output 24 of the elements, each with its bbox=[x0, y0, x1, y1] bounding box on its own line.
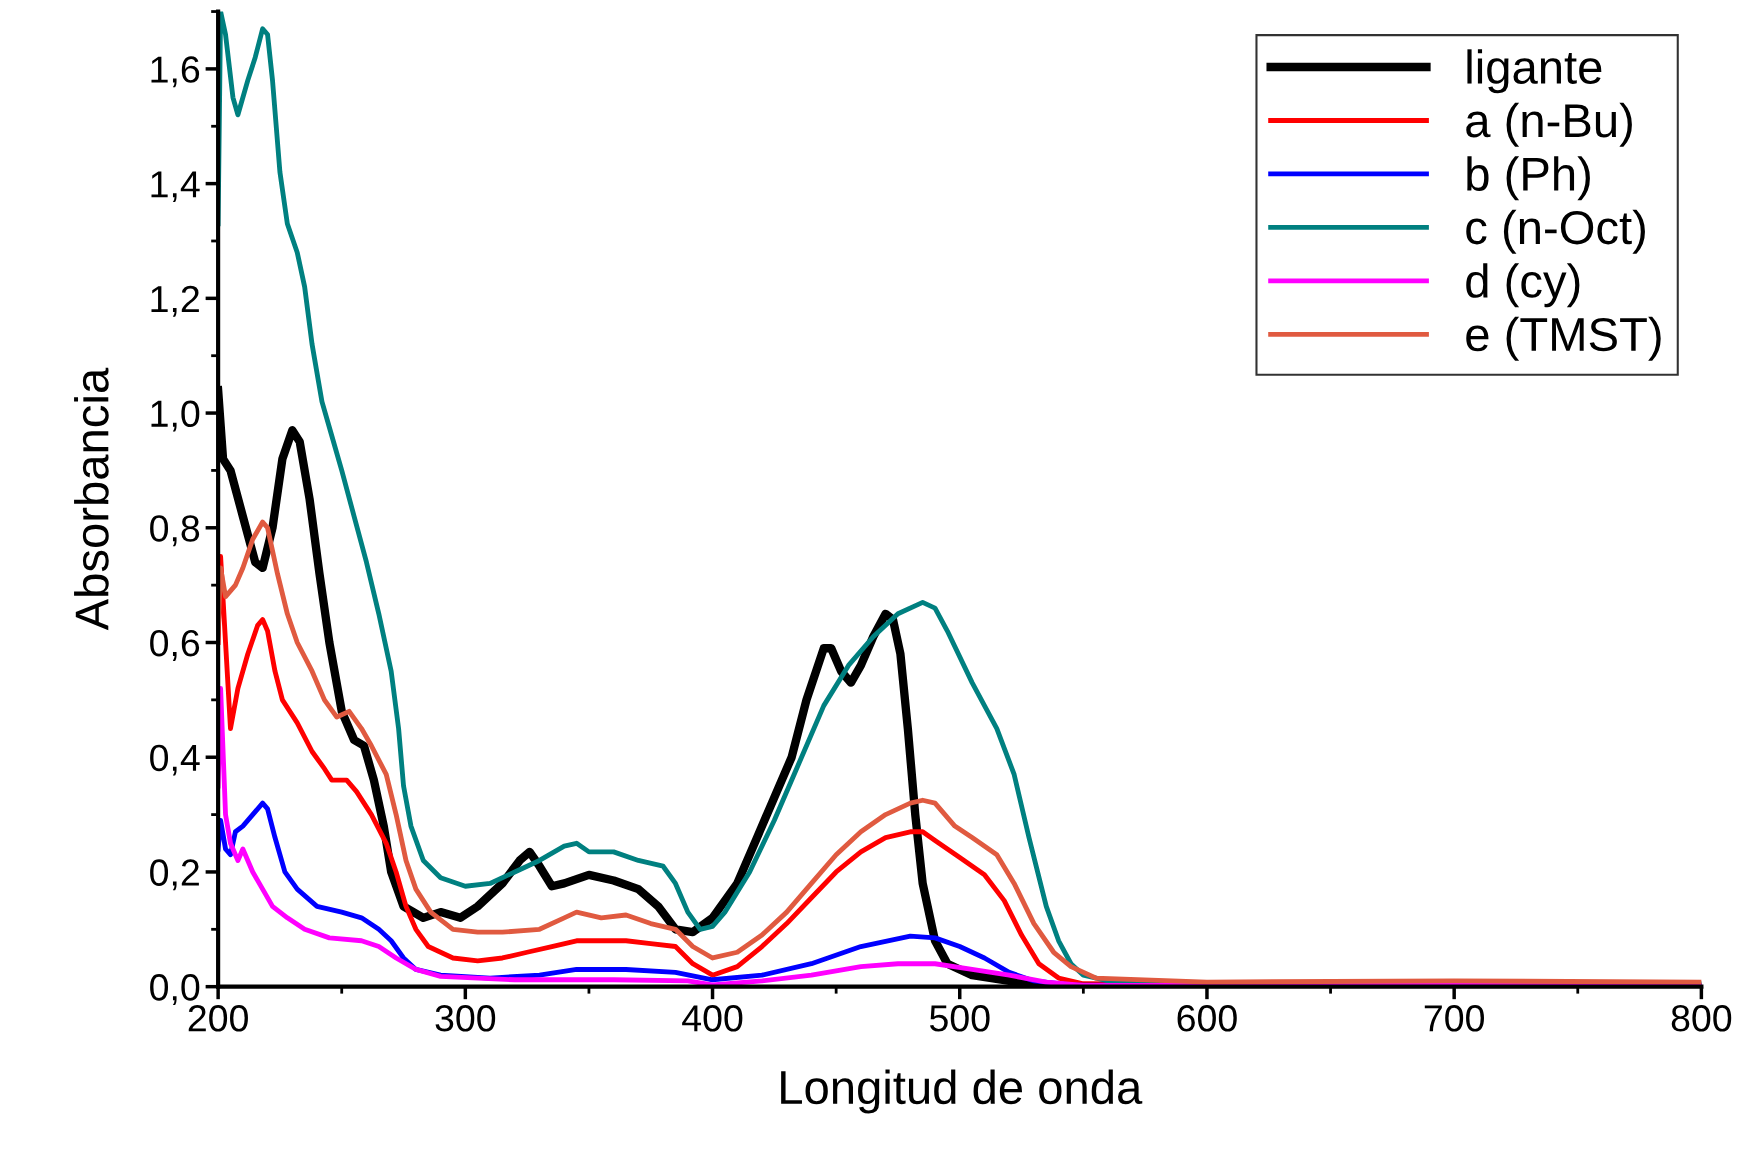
y-tick-label: 0,0 bbox=[150, 974, 200, 1006]
y-tick-label: 0,8 bbox=[150, 515, 200, 547]
x-tick-label: 500 bbox=[929, 1005, 990, 1032]
legend-label: b (Ph) bbox=[1467, 156, 1590, 201]
y-tick-label: 0,4 bbox=[150, 744, 200, 776]
x-tick-label: 600 bbox=[1177, 1005, 1237, 1032]
x-axis-title: Longitud de onda bbox=[781, 1069, 1143, 1114]
x-tick-label: 300 bbox=[435, 1005, 496, 1032]
x-tick-label: 200 bbox=[188, 1005, 248, 1032]
y-axis-title: Absorbancia bbox=[74, 367, 109, 631]
y-tick-label: 1,0 bbox=[151, 400, 200, 432]
legend-label: ligante bbox=[1467, 49, 1602, 94]
y-tick-label: 0,2 bbox=[150, 859, 199, 891]
x-tick-label: 700 bbox=[1424, 1005, 1484, 1032]
y-tick-label: 1,2 bbox=[151, 285, 199, 317]
y-tick-label: 1,4 bbox=[151, 171, 200, 203]
x-tick-label: 800 bbox=[1671, 1005, 1732, 1032]
x-tick-label: 400 bbox=[682, 1005, 743, 1032]
legend-label: a (n-Bu) bbox=[1466, 102, 1632, 147]
legend-label: e (TMST) bbox=[1466, 316, 1661, 361]
legend-label: d (cy) bbox=[1466, 263, 1580, 308]
y-tick-label: 0,6 bbox=[150, 629, 200, 661]
legend-label: c (n-Oct) bbox=[1466, 209, 1645, 254]
y-tick-label: 1,6 bbox=[151, 56, 200, 88]
